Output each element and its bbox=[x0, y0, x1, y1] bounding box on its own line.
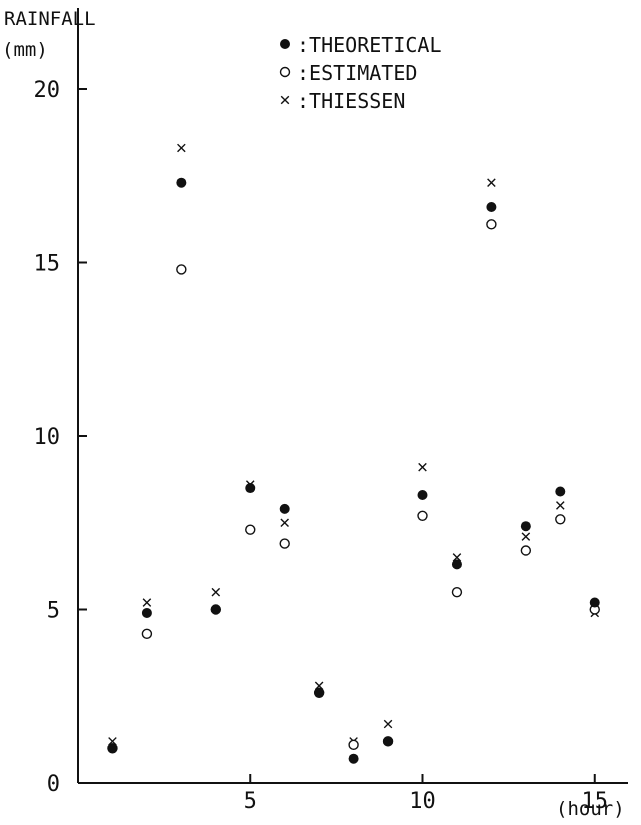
y-tick-label: 10 bbox=[34, 425, 61, 450]
theoretical-legend-marker bbox=[280, 39, 290, 49]
estimated-point bbox=[555, 514, 566, 525]
theoretical-point bbox=[314, 687, 325, 698]
theoretical-point bbox=[555, 486, 566, 497]
theoretical-point bbox=[141, 607, 152, 618]
theoretical-point bbox=[348, 753, 359, 764]
thiessen-point bbox=[521, 532, 531, 541]
theoretical-point bbox=[589, 597, 600, 608]
theoretical-point bbox=[383, 736, 394, 747]
y-tick-label: 5 bbox=[47, 599, 60, 624]
thiessen-point bbox=[556, 501, 565, 510]
theoretical-point bbox=[486, 201, 497, 212]
axes bbox=[77, 8, 628, 784]
estimated-point bbox=[520, 545, 532, 556]
theoretical-point bbox=[520, 521, 531, 532]
theoretical-legend-label: :THEORETICAL bbox=[297, 33, 442, 57]
thiessen-point bbox=[177, 143, 186, 153]
x-tick-label: 15 bbox=[582, 789, 609, 814]
estimated-legend-label: :ESTIMATED bbox=[297, 61, 417, 85]
thiessen-legend-marker bbox=[280, 95, 290, 105]
estimated-point bbox=[348, 739, 359, 751]
thiessen-point bbox=[280, 518, 289, 528]
y-axis-label-line2: (mm) bbox=[2, 39, 48, 61]
theoretical-point bbox=[176, 177, 187, 188]
estimated-legend-marker bbox=[279, 66, 291, 78]
thiessen-point bbox=[452, 553, 462, 562]
estimated-point bbox=[279, 538, 290, 549]
thiessen-point bbox=[487, 178, 496, 187]
thiessen-legend-label: :THIESSEN bbox=[297, 89, 405, 113]
x-axis-label: (hour) bbox=[556, 798, 625, 820]
y-tick-label: 0 bbox=[47, 772, 60, 797]
legend: :THEORETICAL :ESTIMATED :THIESSEN bbox=[279, 33, 442, 113]
x-tick-label: 5 bbox=[244, 789, 257, 814]
y-axis-label-line1: RAINFALL bbox=[4, 8, 96, 30]
estimated-point bbox=[451, 586, 463, 598]
theoretical-point bbox=[279, 503, 290, 514]
thiessen-point bbox=[142, 598, 152, 607]
thiessen-point bbox=[383, 719, 393, 729]
axis-ticks: 0 5 10 15 20 5 10 15 bbox=[34, 78, 609, 814]
estimated-point bbox=[245, 524, 256, 535]
y-tick-label: 15 bbox=[34, 252, 61, 277]
estimated-point bbox=[417, 510, 428, 522]
theoretical-point bbox=[451, 559, 462, 570]
theoretical-point bbox=[210, 604, 221, 615]
estimated-point bbox=[176, 264, 187, 275]
theoretical-point bbox=[417, 489, 428, 500]
theoretical-point bbox=[107, 743, 118, 754]
theoretical-point bbox=[245, 483, 256, 494]
y-tick-label: 20 bbox=[34, 78, 61, 103]
data-points bbox=[107, 143, 600, 764]
x-tick-label: 10 bbox=[409, 789, 436, 814]
thiessen-point bbox=[418, 462, 427, 472]
estimated-point bbox=[486, 219, 497, 230]
estimated-point bbox=[141, 628, 153, 639]
thiessen-point bbox=[211, 587, 221, 597]
